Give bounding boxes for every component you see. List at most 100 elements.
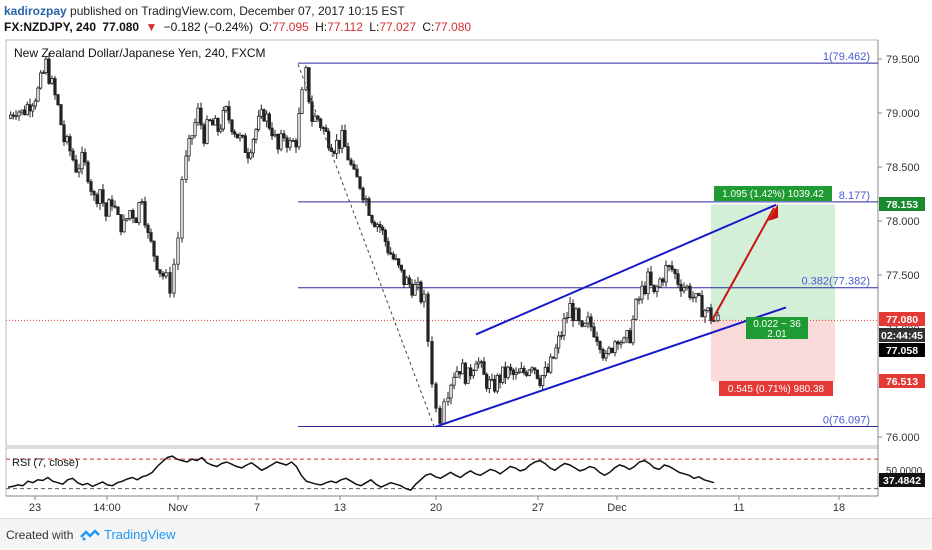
candle-body bbox=[586, 316, 590, 324]
candle-body bbox=[155, 255, 159, 271]
candle-body bbox=[313, 115, 317, 122]
candle-body bbox=[202, 124, 206, 144]
candle-body bbox=[595, 336, 599, 342]
candle-body bbox=[190, 135, 194, 139]
candle-body bbox=[143, 201, 147, 226]
candle-body bbox=[59, 104, 63, 126]
price-tick-label: 78.000 bbox=[886, 216, 920, 228]
candle-body bbox=[119, 214, 123, 233]
candle-body bbox=[474, 363, 478, 372]
candle-body bbox=[673, 269, 677, 275]
candle-body bbox=[25, 104, 29, 115]
swing-line bbox=[297, 64, 435, 427]
candle-body bbox=[568, 303, 572, 318]
rsi-value-label: 37.4842 bbox=[883, 475, 921, 487]
candle-body bbox=[543, 366, 547, 376]
candle-body bbox=[9, 114, 13, 119]
candle-body bbox=[122, 219, 126, 233]
candle-body bbox=[538, 378, 542, 386]
close-label: C: bbox=[422, 20, 435, 34]
candle-body bbox=[580, 320, 584, 327]
candle-body bbox=[304, 67, 308, 91]
candle-body bbox=[419, 281, 423, 303]
candle-body bbox=[352, 164, 356, 170]
candle-body bbox=[391, 253, 395, 260]
target-label-box bbox=[714, 186, 832, 201]
rsi-label: RSI (7, close) bbox=[12, 457, 79, 469]
candle-body bbox=[691, 296, 695, 299]
time-tick-label: 23 bbox=[29, 502, 41, 514]
time-tick-label: 18 bbox=[833, 502, 845, 514]
candle-body bbox=[410, 283, 414, 296]
candle-body bbox=[628, 330, 632, 344]
price-chart[interactable]: New Zealand Dollar/Japanese Yen, 240, FX… bbox=[0, 0, 932, 518]
candle-body bbox=[506, 366, 510, 379]
tradingview-brand[interactable]: TradingView bbox=[104, 527, 176, 542]
candle-body bbox=[107, 199, 111, 217]
candle-body bbox=[685, 285, 689, 289]
candle-body bbox=[697, 293, 701, 296]
candle-body bbox=[11, 114, 15, 117]
target-arrow-head bbox=[768, 203, 778, 221]
candle-body bbox=[180, 179, 184, 239]
author-link[interactable]: kadirozpay bbox=[4, 4, 67, 18]
candle-body bbox=[477, 361, 481, 365]
candle-body bbox=[113, 205, 117, 208]
candle-body bbox=[62, 124, 66, 143]
candle-body bbox=[709, 307, 713, 322]
ratio-label-box bbox=[746, 317, 808, 339]
candle-body bbox=[402, 269, 406, 286]
candle-body bbox=[485, 373, 489, 389]
candle-body bbox=[172, 263, 176, 294]
candle-body bbox=[652, 284, 656, 293]
candle-body bbox=[522, 368, 526, 374]
candle-body bbox=[706, 307, 710, 312]
candle-body bbox=[700, 295, 704, 318]
candle-body bbox=[583, 322, 587, 327]
rsi-value-tag bbox=[879, 473, 925, 487]
price-tag-label: 78.153 bbox=[886, 199, 918, 211]
candle-body bbox=[358, 176, 362, 189]
price-tag-label: 02:44:45 bbox=[881, 330, 923, 342]
candle-body bbox=[386, 241, 390, 254]
candle-body bbox=[469, 367, 473, 377]
candle-body bbox=[246, 152, 250, 159]
candle-body bbox=[307, 67, 311, 103]
candle-body bbox=[187, 138, 191, 157]
candle-body bbox=[233, 131, 237, 135]
candle-body bbox=[249, 152, 253, 159]
candle-body bbox=[517, 371, 521, 374]
candle-body bbox=[224, 106, 228, 111]
candle-body bbox=[479, 361, 483, 364]
candle-body bbox=[383, 229, 387, 242]
price-tag-box bbox=[879, 328, 925, 342]
low-label: L: bbox=[369, 20, 380, 34]
candle-body bbox=[604, 353, 608, 359]
candle-body bbox=[80, 152, 84, 170]
candle-body bbox=[554, 347, 558, 359]
candle-body bbox=[452, 376, 456, 386]
candle-body bbox=[634, 298, 638, 320]
candle-body bbox=[364, 198, 368, 201]
candle-body bbox=[519, 368, 523, 373]
candle-body bbox=[407, 277, 411, 285]
close-value: 77.080 bbox=[434, 20, 472, 34]
tradingview-logo-icon bbox=[80, 529, 100, 541]
candle-body bbox=[310, 101, 314, 122]
created-with-text: Created with bbox=[6, 528, 74, 542]
candle-body bbox=[458, 371, 462, 375]
candle-body bbox=[495, 375, 499, 392]
candle-body bbox=[134, 217, 138, 224]
candle-body bbox=[405, 277, 409, 286]
candle-body bbox=[434, 383, 438, 409]
candle-body bbox=[28, 104, 32, 112]
price-tag-box bbox=[879, 343, 925, 357]
time-tick-label: 11 bbox=[733, 502, 744, 514]
candle-body bbox=[340, 129, 344, 149]
candle-body bbox=[378, 224, 382, 228]
change-value: −0.182 (−0.24%) bbox=[163, 20, 254, 34]
candle-body bbox=[607, 347, 611, 355]
candle-body bbox=[243, 135, 247, 153]
candle-body bbox=[571, 303, 575, 322]
candle-body bbox=[559, 335, 563, 337]
